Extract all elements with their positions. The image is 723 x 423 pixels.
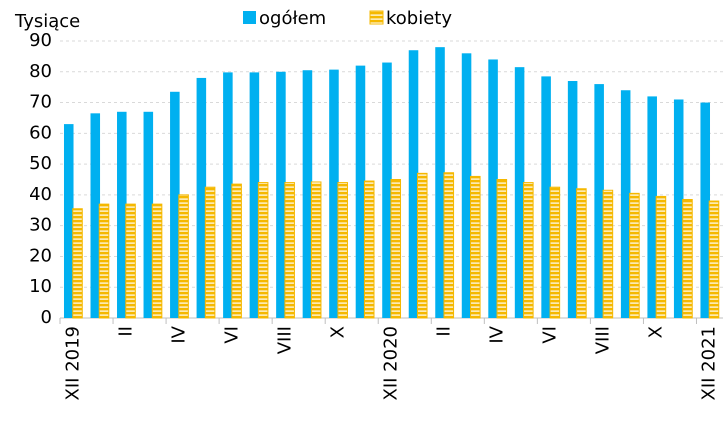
bar	[416, 172, 428, 319]
bar	[629, 192, 640, 319]
bar	[620, 90, 631, 318]
bar	[151, 203, 163, 319]
y-axis-label: Tysiące	[14, 11, 80, 32]
bar	[700, 102, 711, 318]
bar	[390, 179, 402, 319]
bar	[178, 194, 189, 319]
y-tick-label: 40	[29, 184, 52, 205]
bar	[567, 81, 578, 318]
legend-label: ogółem	[259, 8, 326, 29]
bar	[602, 189, 614, 319]
x-tick-label: II	[434, 326, 455, 337]
bar	[329, 69, 339, 318]
bar	[143, 111, 154, 319]
bar	[125, 203, 136, 319]
bar	[594, 84, 604, 318]
legend-swatch	[369, 10, 384, 25]
bar	[63, 124, 74, 318]
bar	[647, 96, 657, 319]
bar	[337, 182, 348, 319]
y-tick-label: 70	[29, 92, 52, 113]
x-tick-label: XII 2019	[62, 326, 83, 400]
bar	[496, 179, 508, 319]
bar	[249, 72, 260, 318]
x-tick-label: XII 2021	[699, 326, 720, 400]
legend-label: kobiety	[386, 8, 452, 29]
x-tick-label: IV	[168, 325, 189, 343]
bar	[682, 199, 693, 319]
bar	[204, 186, 216, 319]
bar	[576, 188, 587, 319]
y-tick-label: 30	[29, 215, 52, 236]
bar	[276, 71, 286, 319]
x-tick-label: X	[646, 326, 667, 338]
x-tick-label: VI	[540, 326, 561, 344]
y-tick-label: 80	[29, 61, 52, 82]
bar	[355, 65, 366, 318]
x-tick-label: VIII	[274, 326, 295, 354]
y-tick-label: 20	[29, 245, 52, 266]
bar	[408, 50, 419, 318]
bar	[708, 200, 720, 319]
y-tick-label: 60	[29, 122, 52, 143]
bar	[72, 208, 83, 319]
bar	[196, 77, 207, 318]
bar	[523, 182, 534, 319]
bar	[470, 175, 481, 319]
bar	[98, 203, 110, 319]
legend-swatch	[243, 11, 256, 24]
bar	[673, 99, 684, 318]
bar	[363, 180, 375, 319]
bar	[117, 111, 127, 319]
y-tick-label: 0	[41, 307, 52, 328]
y-tick-label: 10	[29, 276, 52, 297]
x-tick-label: II	[115, 326, 136, 337]
bar	[170, 91, 180, 319]
bar	[541, 76, 551, 319]
bar	[223, 72, 233, 318]
bar	[514, 67, 525, 319]
bar	[310, 181, 322, 319]
y-tick-label: 90	[29, 30, 52, 51]
x-tick-label: X	[327, 326, 348, 338]
x-tick-label: VI	[221, 326, 242, 344]
x-tick-label: IV	[487, 325, 508, 343]
bar	[302, 70, 313, 318]
bar	[257, 182, 269, 319]
x-tick-label: VIII	[593, 326, 614, 354]
bar	[443, 172, 455, 319]
bar	[231, 183, 242, 319]
bar	[655, 195, 667, 319]
bar	[488, 59, 498, 318]
x-tick-label: XII 2020	[381, 326, 402, 400]
bar	[90, 113, 101, 318]
bar	[461, 53, 472, 319]
bar	[549, 186, 561, 319]
bar	[284, 182, 295, 319]
bar	[435, 47, 445, 319]
bar	[382, 62, 392, 318]
y-tick-label: 50	[29, 153, 52, 174]
